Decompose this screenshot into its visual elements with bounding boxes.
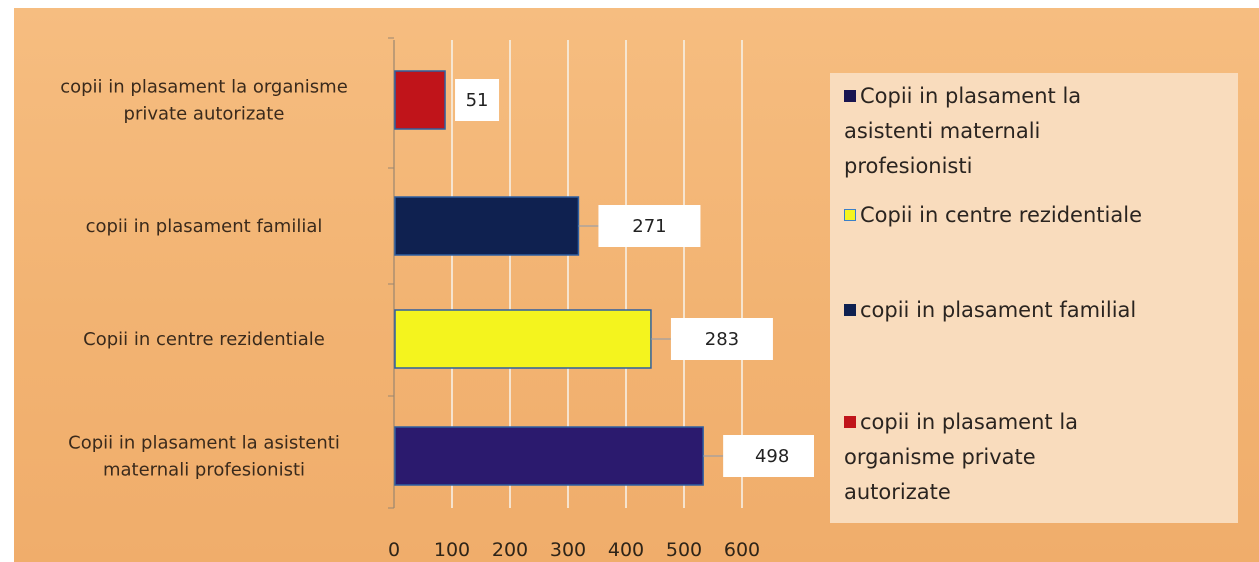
- legend-swatch: [844, 209, 856, 221]
- x-tick-label: 400: [608, 539, 644, 561]
- data-label: 498: [755, 446, 789, 467]
- data-label: 271: [632, 216, 666, 237]
- category-label: Copii in centre rezidentiale: [83, 329, 325, 350]
- legend-label: Copii in centre rezidentiale: [860, 203, 1142, 227]
- data-label-box: [455, 79, 500, 121]
- data-label-box: [598, 205, 701, 247]
- legend-label: asistenti maternali: [844, 119, 1041, 143]
- bar: [394, 196, 580, 256]
- legend-label: profesionisti: [844, 154, 973, 178]
- legend-swatch: [844, 416, 856, 428]
- category-label: copii in plasament la organisme private a…: [60, 77, 348, 125]
- legend-label: copii in plasament familial: [860, 298, 1137, 322]
- x-tick-label: 300: [550, 539, 586, 561]
- category-label: Copii in plasament la asistenti maternali…: [68, 433, 340, 481]
- legend-label: organisme private: [844, 445, 1036, 469]
- data-label-box: [723, 435, 814, 477]
- data-label-box: [670, 318, 773, 360]
- x-tick-label: 500: [666, 539, 702, 561]
- legend-item: copii in plasament familial: [844, 293, 1234, 328]
- bar: [394, 70, 446, 130]
- legend-label: copii in plasament la: [860, 410, 1079, 434]
- data-label: 51: [466, 90, 489, 111]
- x-tick-label: 0: [388, 539, 400, 561]
- legend-label: Copii in plasament la: [860, 84, 1082, 108]
- bar: [394, 309, 652, 369]
- bar: [394, 426, 704, 486]
- data-label: 283: [705, 329, 739, 350]
- legend-item: copii in plasament la organisme private au…: [844, 405, 1234, 510]
- bar-chart: 0 100 200 300 400 500 600 51 copii in plasament …: [60, 37, 814, 561]
- legend-item: Copii in centre rezidentiale: [844, 198, 1234, 233]
- category-label: copii in plasament familial: [86, 216, 323, 237]
- legend-label: autorizate: [844, 480, 951, 504]
- legend-swatch: [844, 304, 856, 316]
- legend-swatch: [844, 90, 856, 102]
- x-tick-label: 100: [434, 539, 470, 561]
- x-tick-label: 600: [724, 539, 760, 561]
- x-tick-label: 200: [492, 539, 528, 561]
- legend-item: Copii in plasament la asistenti maternali…: [844, 79, 1234, 184]
- chart-area: 0 100 200 300 400 500 600 51 copii in plasament …: [14, 8, 1259, 562]
- legend: Copii in plasament la asistenti maternali…: [830, 73, 1238, 523]
